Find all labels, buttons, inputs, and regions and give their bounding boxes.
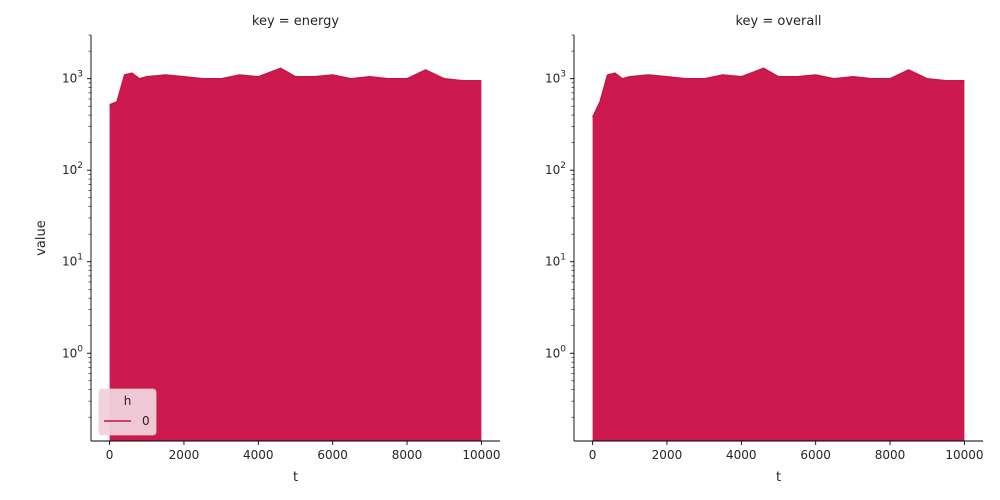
x-tick-label: 6000	[800, 448, 831, 462]
y-tick-label: 102	[545, 161, 566, 177]
x-tick-label: 10000	[462, 448, 500, 462]
x-tick-label: 8000	[392, 448, 423, 462]
y-tick-label: 101	[545, 253, 566, 269]
legend: h0	[98, 388, 157, 436]
x-tick-label: 0	[589, 448, 597, 462]
y-tick-label: 103	[62, 70, 83, 86]
series-area-0	[592, 68, 965, 441]
y-axis-label: value	[34, 220, 49, 256]
x-tick-label: 4000	[243, 448, 274, 462]
legend-title: h	[124, 394, 132, 408]
series-line-0	[592, 67, 965, 118]
y-tick-label: 102	[62, 161, 83, 177]
x-tick-label: 4000	[726, 448, 757, 462]
panel-title: key = overall	[735, 14, 821, 29]
x-tick-label: 2000	[169, 448, 200, 462]
panel-2: 100 101 102 103 0 2000 4000 6000 8000 10000 t key =…	[545, 14, 984, 485]
x-tick-label: 0	[106, 448, 114, 462]
legend-box	[98, 388, 157, 436]
series-area-0	[109, 68, 482, 441]
series-line-0	[109, 67, 482, 106]
x-axis-label: t	[776, 470, 781, 485]
legend-entry-label: 0	[142, 414, 150, 428]
y-tick-label: 100	[545, 344, 566, 360]
y-tick-label: 101	[62, 253, 83, 269]
panel-title: key = energy	[252, 14, 340, 29]
x-axis-label: t	[293, 470, 298, 485]
x-tick-label: 10000	[945, 448, 983, 462]
x-tick-label: 8000	[875, 448, 906, 462]
x-tick-label: 6000	[317, 448, 348, 462]
y-tick-label: 100	[62, 344, 83, 360]
y-tick-label: 103	[545, 70, 566, 86]
x-tick-label: 2000	[652, 448, 683, 462]
panel-1: 100 101 102 103 0 2000 4000 6000 8000 10000 t value…	[34, 14, 501, 485]
